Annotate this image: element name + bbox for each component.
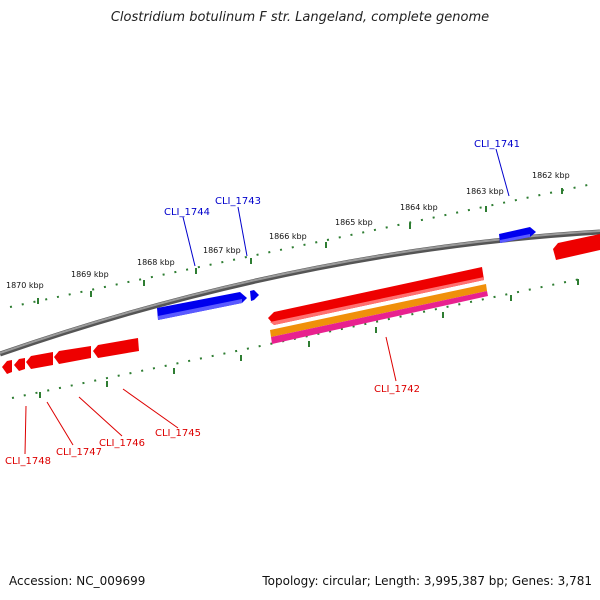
gene-arrow-right-edge — [553, 234, 600, 260]
callout-line-cli-1744 — [182, 216, 196, 267]
gene-arrow-cli-1742-shade — [270, 277, 484, 325]
ruler-label-1865: 1865 kbp — [335, 218, 373, 227]
callout-line-cli-1742 — [385, 336, 397, 382]
ruler-label-1869: 1869 kbp — [71, 270, 109, 279]
gene-arrow-cli-1748[interactable] — [14, 358, 25, 371]
gene-arrow-cli-1745[interactable] — [93, 338, 139, 358]
gene-label-cli-1741[interactable]: CLI_1741 — [474, 139, 520, 150]
inner-ruler-dots — [11, 277, 586, 399]
ruler-label-1864: 1864 kbp — [400, 203, 438, 212]
callout-line-cli-1748 — [24, 405, 27, 455]
pink-feature-bar — [271, 291, 488, 344]
reverse-genes — [2, 234, 600, 374]
gene-arrow-cli-1741-shade — [500, 234, 530, 243]
ruler-label-1867: 1867 kbp — [203, 246, 241, 255]
ruler-label-1863: 1863 kbp — [466, 187, 504, 196]
callout-line-cli-1747 — [46, 401, 74, 446]
accession-text: Accession: NC_009699 — [9, 574, 146, 588]
gene-label-cli-1744[interactable]: CLI_1744 — [164, 207, 210, 218]
orange-feature-bar — [270, 284, 487, 337]
forward-genes — [157, 227, 536, 320]
gene-arrow-cli-1742[interactable] — [268, 267, 484, 325]
gene-label-cli-1745[interactable]: CLI_1745 — [155, 428, 201, 439]
map-title: Clostridium botulinum F str. Langeland, … — [110, 10, 490, 25]
callout-line-cli-1745 — [122, 388, 179, 429]
topology-text: Topology: circular; Length: 3,995,387 bp… — [262, 574, 592, 588]
gene-arrow-left-edge — [2, 360, 12, 374]
gene-label-cli-1746[interactable]: CLI_1746 — [99, 438, 145, 449]
gene-arrow-cli-1747[interactable] — [26, 352, 53, 369]
callouts — [24, 148, 510, 455]
gene-arrow-cli-1746[interactable] — [54, 346, 91, 364]
ruler-label-1868: 1868 kbp — [137, 258, 175, 267]
ruler-label-1866: 1866 kbp — [269, 232, 307, 241]
gene-label-cli-1743[interactable]: CLI_1743 — [215, 196, 261, 207]
outer-ruler — [9, 182, 598, 308]
callout-line-cli-1743 — [237, 206, 248, 257]
gene-arrow-cli-1744-shade — [158, 299, 242, 320]
ruler-label-1862: 1862 kbp — [532, 171, 570, 180]
gene-label-cli-1747[interactable]: CLI_1747 — [56, 447, 102, 458]
gene-arrow-cli-1743[interactable] — [250, 290, 259, 301]
callout-line-cli-1741 — [495, 148, 510, 197]
outer-ruler-dots — [9, 182, 598, 308]
callout-line-cli-1746 — [78, 396, 123, 437]
gene-label-cli-1742[interactable]: CLI_1742 — [374, 384, 420, 395]
ruler-label-1870: 1870 kbp — [6, 281, 44, 290]
gene-label-cli-1748[interactable]: CLI_1748 — [5, 456, 51, 467]
inner-ruler — [11, 277, 586, 399]
